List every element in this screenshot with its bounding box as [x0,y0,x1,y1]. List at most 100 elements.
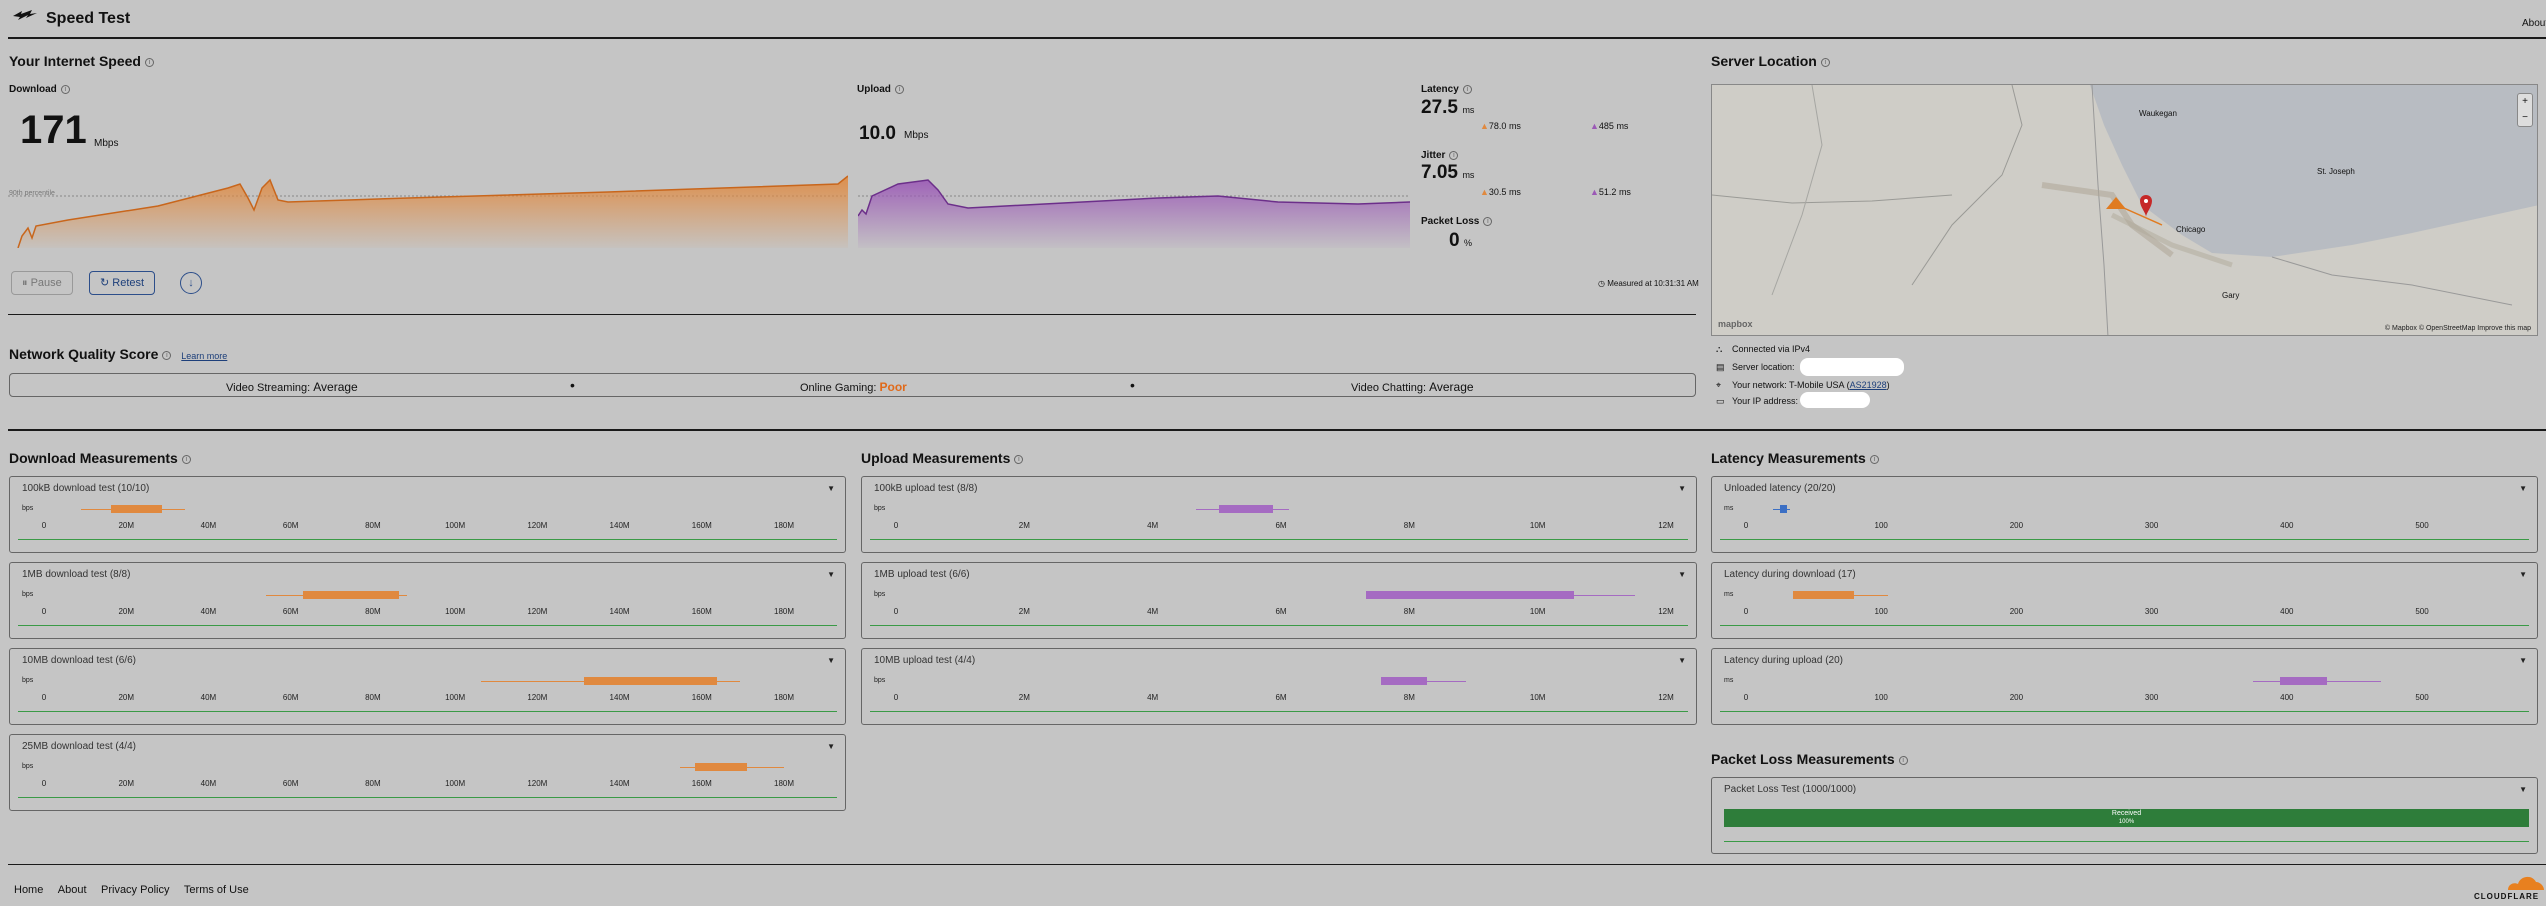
baseline [870,711,1688,712]
mapbox-logo: mapbox [1718,319,1753,329]
footer-link-home[interactable]: Home [14,884,44,896]
axis-tick: 8M [1403,607,1415,616]
info-icon: i [1869,454,1879,464]
info-icon: i [1898,755,1908,765]
chevron-down-icon[interactable]: ▼ [2519,785,2527,794]
axis-tick: 160M [691,521,712,530]
jitter-label: Jitter i [1421,150,1459,161]
axis-tick: 500 [2415,607,2429,616]
upload-test-title: 100kB upload test (8/8) [874,483,978,494]
download-test-card: 100kB download test (10/10) ▼ bps 0 20M 40M 60… [9,476,846,553]
footer-link-privacy[interactable]: Privacy Policy [101,884,170,896]
map-zoom-controls: + − [2517,93,2533,127]
axis-tick: 12M [1658,693,1674,702]
chevron-down-icon[interactable]: ▼ [1678,656,1686,665]
upload-test-title: 1MB upload test (6/6) [874,569,970,580]
connected-via: ⛬ Connected via IPv4 [1716,344,1811,354]
baseline [870,539,1688,540]
clock-icon: ◷ [1598,279,1605,288]
chevron-down-icon[interactable]: ▼ [2519,484,2527,493]
header-divider [8,37,2546,39]
upload-test-title: 10MB upload test (4/4) [874,655,976,666]
about-link[interactable]: About [2522,18,2546,29]
section-divider [8,429,2546,431]
chevron-down-icon[interactable]: ▼ [2519,656,2527,665]
download-test-card: 10MB download test (6/6) ▼ bps 0 20M 40M 60M 80… [9,648,846,725]
chevron-down-icon[interactable]: ▼ [827,484,835,493]
chevron-down-icon[interactable]: ▼ [1678,484,1686,493]
axis-tick: 2M [1018,607,1030,616]
axis-tick: 0 [1743,521,1749,530]
axis-tick: 60M [282,693,299,702]
zoom-out-button[interactable]: − [2522,112,2528,123]
network-icon: ⛬ [1716,344,1723,354]
axis-unit: ms [1724,591,1734,598]
nqs-streaming: Video Streaming: Average [226,380,358,394]
box-plot [584,677,718,685]
chevron-down-icon[interactable]: ▼ [1678,570,1686,579]
packet-loss-label: Packet Loss i [1421,216,1493,227]
packet-loss-bar-label: Received [2111,810,2142,817]
axis-unit: bps [874,505,886,512]
zoom-in-button[interactable]: + [2522,96,2528,107]
nqs-title: Network Quality Score i Learn more [9,346,228,362]
server-map[interactable]: Waukegan St. Joseph Chicago Gary + − map… [1711,84,2538,336]
upload-test-card: 1MB upload test (6/6) ▼ bps 0 2M 4M 6M 8M 10M 12M [861,562,1697,639]
retest-button[interactable]: ↻ Retest [89,271,156,295]
latency-label: Latency i [1421,84,1472,95]
axis-tick: 100M [445,779,466,788]
packet-loss-bar: Received 100% [1724,809,2529,827]
jitter-upload: ▲51.2 ms [1590,187,1631,197]
baseline [1720,539,2529,540]
axis-tick: 12M [1658,607,1674,616]
axis-tick: 8M [1403,521,1415,530]
map-attribution[interactable]: © Mapbox © OpenStreetMap Improve this ma… [2384,325,2531,332]
download-results-button[interactable]: ↓ [180,272,202,294]
asn-link[interactable]: AS21928 [1849,380,1887,390]
box-plot [2280,677,2328,685]
latency-test-title: Latency during download (17) [1724,569,1856,580]
pause-button[interactable]: ⏸ Pause [11,271,73,295]
chevron-down-icon[interactable]: ▼ [827,742,835,751]
axis-tick: 140M [609,607,630,616]
latency-test-card: Unloaded latency (20/20) ▼ ms 0 100 200 300 400… [1711,476,2538,553]
axis-tick: 0 [41,693,47,702]
upload-test-card: 100kB upload test (8/8) ▼ bps 0 2M 4M 6M 8M 10M 1… [861,476,1697,553]
axis-tick: 120M [527,521,548,530]
baseline [18,625,837,626]
upload-triangle-icon: ▲ [1590,121,1599,131]
axis-tick: 160M [691,607,712,616]
axis-tick: 40M [200,779,217,788]
chevron-down-icon[interactable]: ▼ [827,656,835,665]
percentile-label: 90th percentile [9,190,55,197]
chevron-down-icon[interactable]: ▼ [827,570,835,579]
axis-tick: 100 [1874,607,1888,616]
axis-tick: 8M [1403,693,1415,702]
footer-link-about[interactable]: About [57,884,87,896]
your-ip: ▭ Your IP address: [1716,396,1799,406]
footer-link-terms[interactable]: Terms of Use [183,884,249,896]
download-label: Download i [9,84,70,95]
baseline [18,539,837,540]
redacted-ip [1800,392,1870,408]
info-icon: i [1483,216,1493,226]
axis-unit: bps [22,591,34,598]
axis-tick: 10M [1529,693,1546,702]
latency-test-title: Latency during upload (20) [1724,655,1843,666]
chevron-down-icon[interactable]: ▼ [2519,570,2527,579]
axis-tick: 40M [200,693,217,702]
download-test-title: 1MB download test (8/8) [22,569,131,580]
axis-tick: 20M [118,693,134,702]
axis-tick: 300 [2144,521,2159,530]
learn-more-link[interactable]: Learn more [181,351,228,361]
server-title: Server Location i [1711,53,1830,69]
baseline [870,625,1688,626]
axis-unit: bps [874,677,886,684]
info-icon: i [1462,84,1472,94]
upload-measurements-title: Upload Measurements i [861,450,1024,466]
info-icon: i [181,454,191,464]
axis-tick: 80M [365,521,381,530]
axis-tick: 0 [41,521,47,530]
cloudflare-logo: CLOUDFLARE [2470,872,2546,902]
map-place-gary: Gary [2222,291,2240,300]
